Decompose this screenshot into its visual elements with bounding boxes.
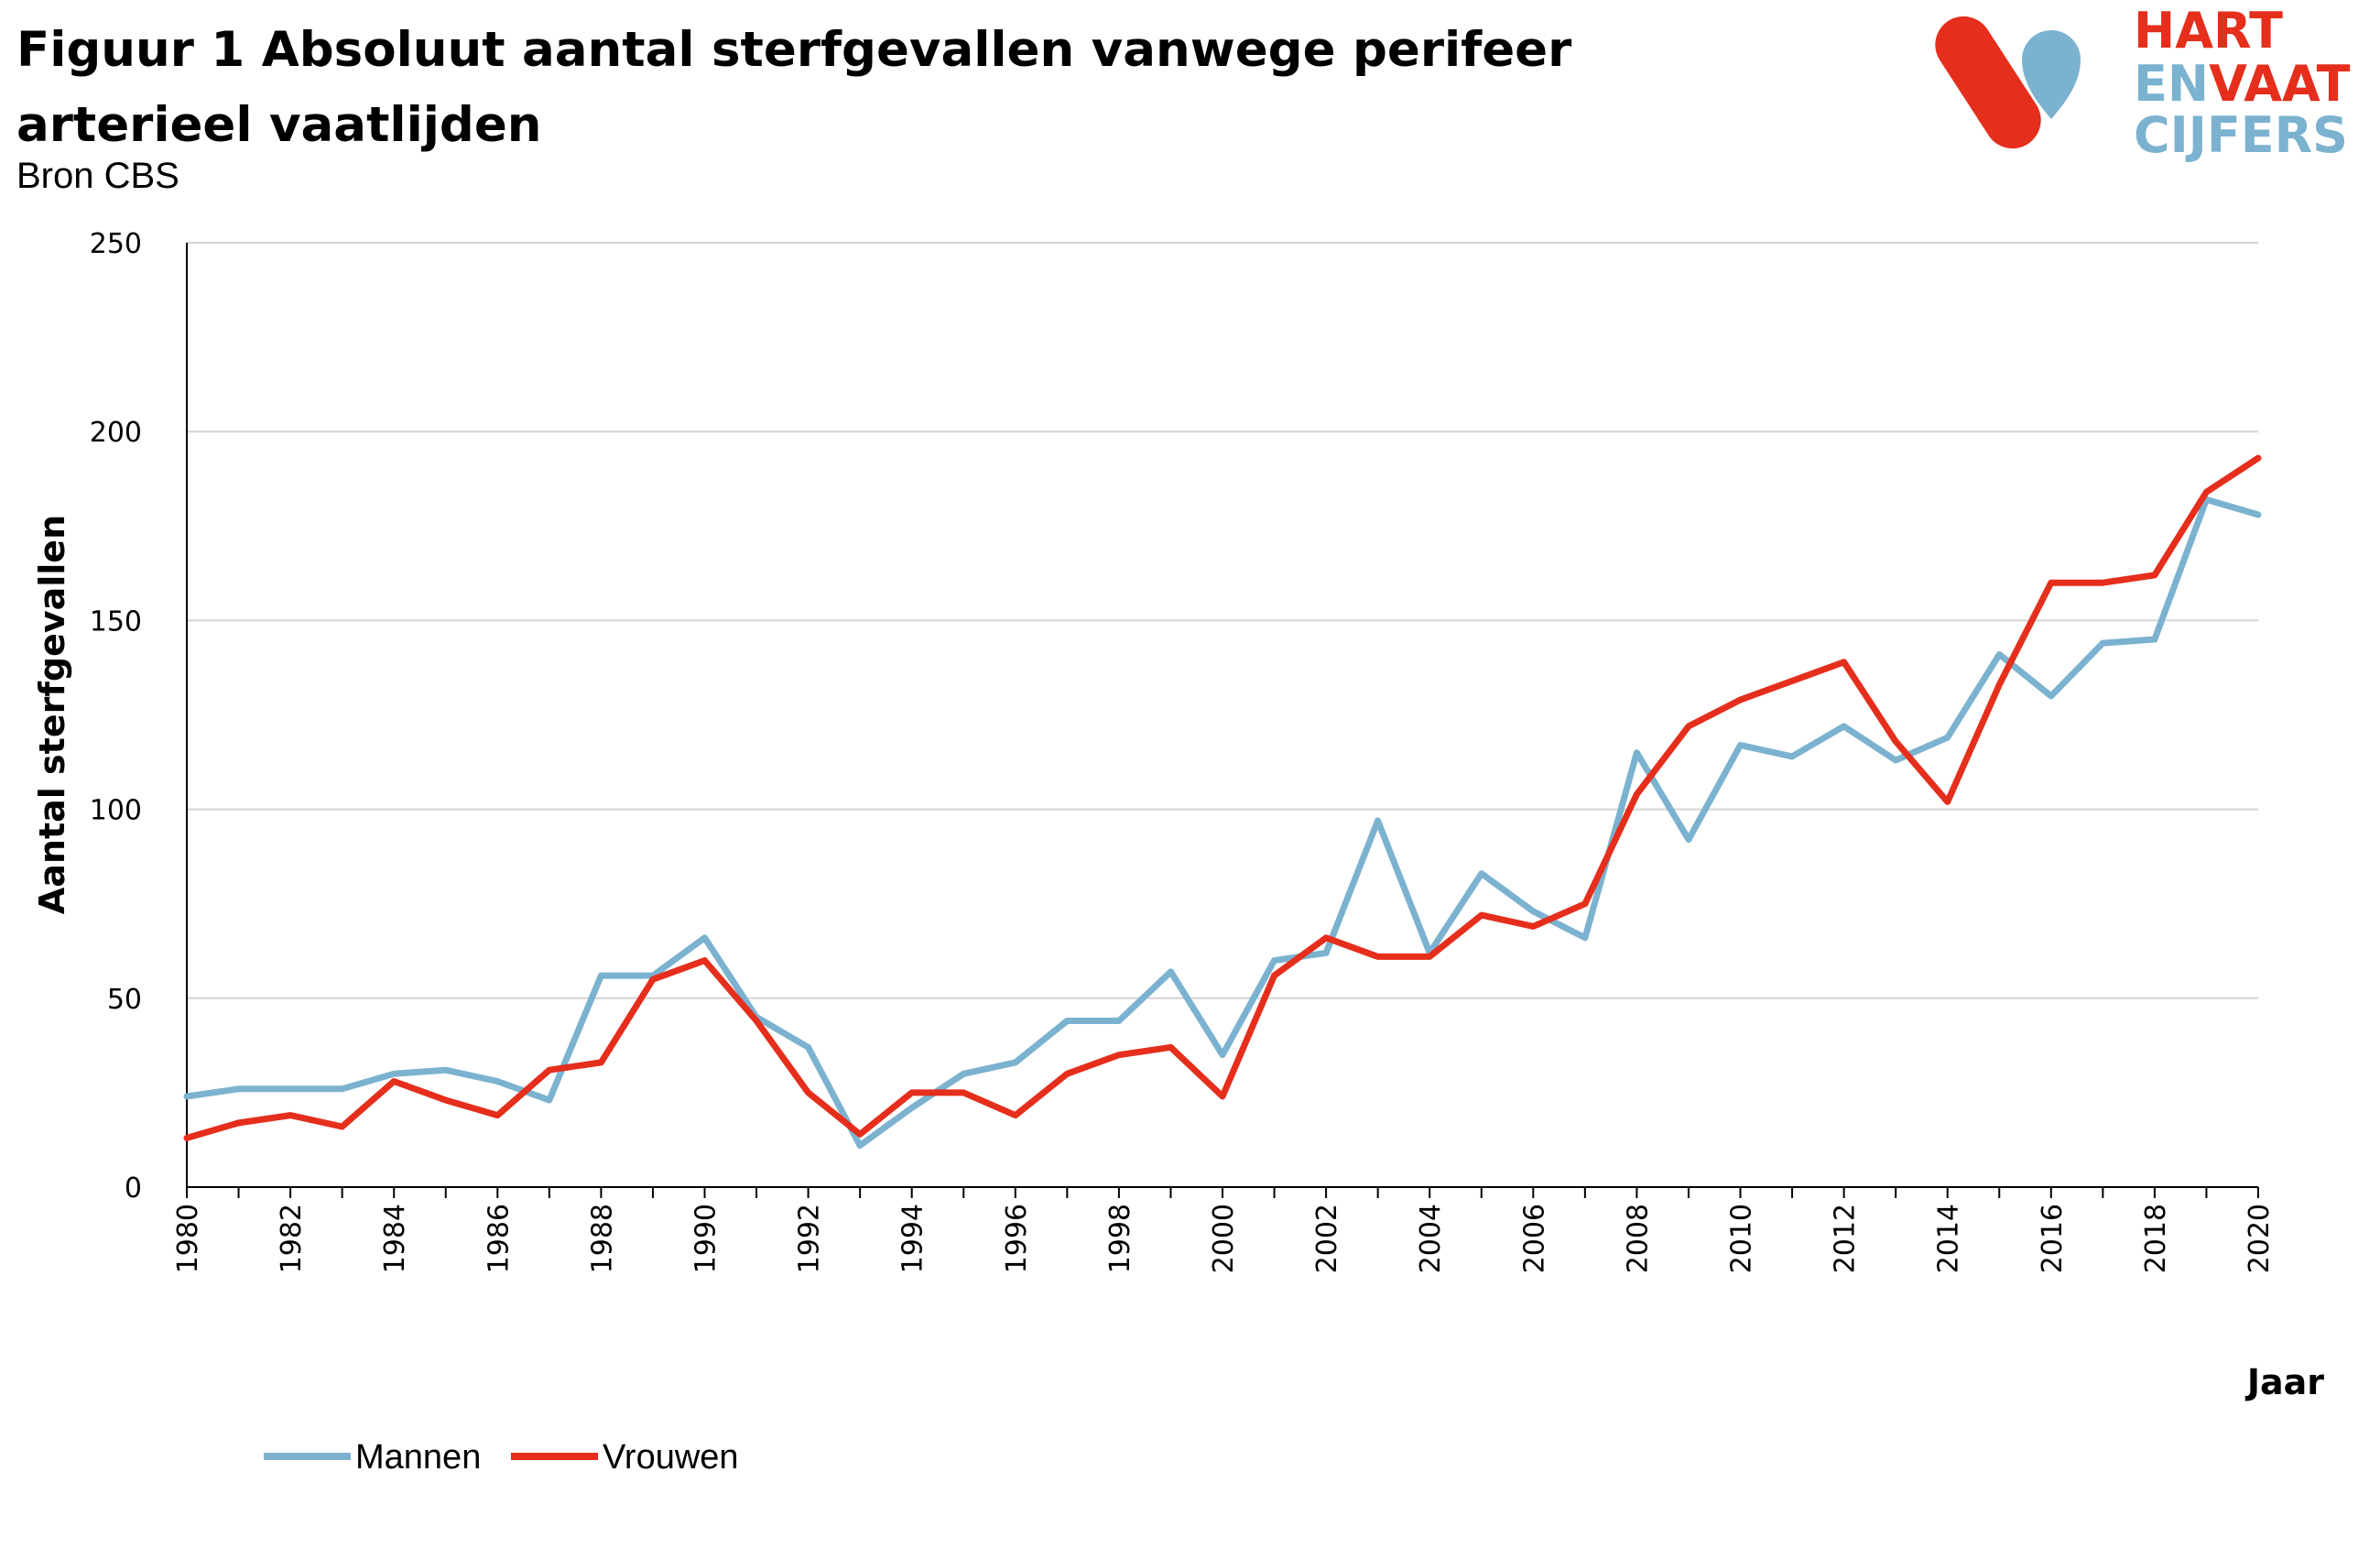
- x-tick-label: 1984: [379, 1204, 411, 1273]
- x-tick-label: 2020: [2244, 1204, 2276, 1273]
- x-tick-label: 2004: [1415, 1204, 1447, 1273]
- series-line-mannen: [183, 496, 2262, 1150]
- x-tick-label: 1980: [172, 1204, 204, 1273]
- logo-text: HART ENVAAT CIJFERS: [2134, 2, 2351, 164]
- y-tick-label: 100: [90, 795, 142, 827]
- x-tick-label: 2002: [1311, 1204, 1343, 1273]
- x-tick-label: 1996: [1001, 1204, 1033, 1273]
- logo-line-2b: VAAT: [2209, 55, 2351, 113]
- y-tick-label: 250: [90, 228, 142, 260]
- x-tick-label: 2014: [1933, 1204, 1965, 1273]
- x-tick-label: 1982: [276, 1204, 308, 1273]
- gridlines: [187, 242, 2258, 999]
- page-title: Figuur 1 Absoluut aantal sterfgevallen v…: [16, 22, 1572, 153]
- logo-red-bar-icon: [1935, 16, 2041, 149]
- x-tick-label: 2016: [2037, 1204, 2069, 1273]
- chart-series: [183, 454, 2262, 1150]
- y-axis-ticks: 0 50 100 150 200 250: [90, 228, 142, 1205]
- y-tick-label: 50: [107, 984, 142, 1016]
- hartenvaatcijfers-logo: [1935, 16, 2081, 149]
- legend-label-vrouwen: Vrouwen: [603, 1438, 739, 1477]
- x-axis-title: Jaar: [2244, 1362, 2324, 1402]
- x-tick-label: 2010: [1726, 1204, 1758, 1273]
- x-tick-label: 2006: [1518, 1204, 1550, 1273]
- logo-line-3: CIJFERS: [2134, 106, 2348, 164]
- x-tick-label: 2008: [1622, 1204, 1654, 1273]
- series-line-vrouwen: [183, 454, 2262, 1141]
- x-tick-label: 1990: [690, 1204, 723, 1273]
- y-tick-label: 150: [90, 605, 142, 638]
- y-tick-label: 200: [90, 417, 142, 449]
- x-tick-label: 1986: [483, 1204, 515, 1273]
- legend: Mannen Vrouwen: [264, 1438, 739, 1477]
- logo-line-2a: EN: [2134, 55, 2209, 113]
- svg-text:ENVAAT: ENVAAT: [2134, 55, 2351, 113]
- x-tick-label: 1988: [586, 1204, 618, 1273]
- x-axis-ticks: 1980 1982 1984 1986 1988 1990 1992 1994 1996 1998…: [172, 1187, 2276, 1273]
- y-axis-title: Aantal sterfgevallen: [32, 515, 72, 914]
- chart-source: Bron CBS: [16, 156, 179, 196]
- logo-blue-drop-icon: [2022, 30, 2081, 119]
- x-tick-label: 2012: [1830, 1204, 1862, 1273]
- legend-label-mannen: Mannen: [355, 1438, 481, 1477]
- x-tick-label: 1998: [1104, 1204, 1136, 1273]
- y-tick-label: 0: [125, 1172, 142, 1205]
- x-tick-label: 2018: [2140, 1204, 2172, 1273]
- x-tick-label: 1992: [794, 1204, 826, 1273]
- logo-line-1: HART: [2134, 2, 2283, 60]
- x-tick-label: 1994: [897, 1204, 929, 1273]
- x-tick-label: 2000: [1208, 1204, 1240, 1273]
